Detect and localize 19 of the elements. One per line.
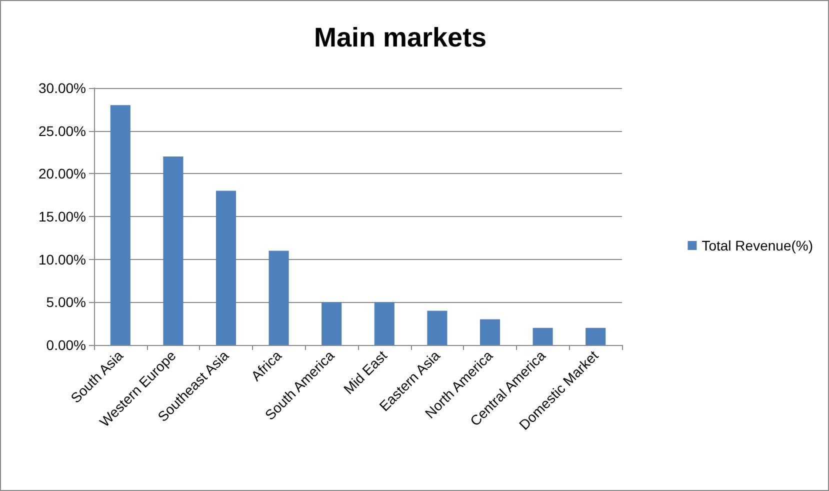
bar <box>480 319 500 345</box>
bar <box>586 328 606 345</box>
bar <box>110 105 130 345</box>
y-tick-label: 0.00% <box>46 337 86 353</box>
y-tick-label: 20.00% <box>38 166 86 182</box>
y-tick-label: 15.00% <box>38 208 86 224</box>
bar <box>163 156 184 345</box>
bar <box>532 328 553 345</box>
bar <box>216 190 236 345</box>
y-tick-label: 10.00% <box>38 251 86 268</box>
legend-label: Total Revenue(%) <box>702 238 814 254</box>
bar <box>427 310 448 345</box>
y-tick-label: 30.00% <box>38 80 86 96</box>
chart-title: Main markets <box>314 22 487 52</box>
y-tick-label: 25.00% <box>38 122 86 139</box>
bar <box>322 302 342 345</box>
y-tick-label: 5.00% <box>46 294 86 310</box>
bar <box>374 302 394 345</box>
bar <box>268 250 289 345</box>
